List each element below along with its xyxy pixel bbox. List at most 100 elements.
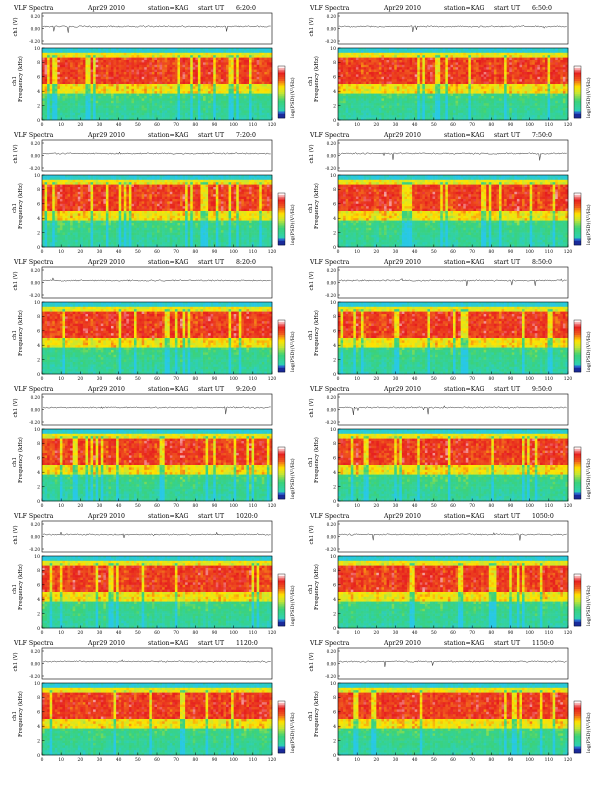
spectrogram-cell: [401, 91, 405, 94]
spectrogram-cell: [80, 55, 84, 58]
spectrogram-cell: [157, 64, 160, 68]
spectrogram-cell: [210, 98, 214, 102]
spectrogram-cell: [141, 64, 145, 68]
spectrogram-cell: [476, 88, 479, 92]
spectrogram-cell: [228, 64, 232, 68]
spectrogram-cell: [167, 100, 171, 104]
spectrogram-cell: [246, 105, 250, 109]
spectrogram-cell: [509, 62, 513, 66]
colorbar-swatch: [278, 85, 285, 88]
spectrogram-cell: [123, 84, 127, 87]
spectrogram-cell: [197, 91, 201, 94]
spectrogram-cell: [85, 57, 89, 61]
spectrogram-cell: [52, 117, 56, 121]
spectrogram-cell: [547, 100, 551, 104]
spectrogram-cell: [565, 79, 569, 82]
spectrogram-cell: [249, 64, 252, 68]
spectrogram-cell: [366, 96, 369, 99]
spectrogram-cell: [539, 55, 543, 58]
spectrogram-cell: [88, 98, 91, 102]
spectrogram-cell: [210, 48, 214, 51]
spectrogram-cell: [192, 98, 196, 102]
spectrogram-cell: [62, 108, 66, 111]
spectrogram-cell: [254, 108, 257, 111]
spectrogram-cell: [159, 84, 163, 87]
spectrogram-cell: [419, 60, 423, 63]
spectrogram-cell: [118, 100, 122, 104]
spectrogram-cell: [519, 62, 523, 66]
spectrogram-cell: [340, 50, 344, 54]
spectrogram-cell: [516, 88, 520, 92]
spectrogram-cell: [358, 50, 362, 54]
spectrogram-cell: [414, 86, 418, 90]
spectrogram-cell: [146, 86, 150, 90]
spectrogram-cell: [555, 62, 559, 66]
spectrogram-cell: [488, 86, 492, 90]
spectrogram-cell: [259, 48, 263, 51]
spectrogram-cell: [386, 96, 390, 99]
spectrogram-cell: [353, 64, 357, 68]
spectrogram-cell: [149, 67, 153, 70]
spectrogram-cell: [85, 79, 89, 82]
spectrogram-cell: [123, 64, 127, 68]
spectrogram-cell: [470, 103, 474, 106]
spectrogram-cell: [172, 112, 176, 116]
spectrogram-cell: [547, 76, 551, 80]
spectrogram-cell: [355, 103, 359, 106]
spectrogram-cell: [414, 84, 418, 87]
spectrogram-cell: [453, 55, 456, 58]
spectrogram-cell: [545, 67, 548, 70]
spectrogram-cell: [200, 50, 204, 54]
spectrogram-cell: [547, 48, 551, 51]
spectrogram-cell: [389, 55, 392, 58]
spectrogram-cell: [121, 105, 125, 109]
spectrogram-cell: [343, 52, 346, 56]
spectrogram-cell: [218, 115, 222, 118]
spectrogram-cell: [254, 64, 257, 68]
spectrogram-cell: [93, 105, 96, 109]
spectrogram-cell: [381, 60, 385, 63]
spectrogram-cell: [59, 108, 63, 111]
spectrogram-cell: [501, 67, 505, 70]
spectrogram-cell: [496, 86, 500, 90]
spectrogram-cell: [516, 91, 520, 94]
spectrogram-cell: [205, 84, 209, 87]
spectrogram-cell: [345, 57, 349, 61]
spectrogram-cell: [105, 79, 109, 82]
spectrogram-cell: [386, 100, 390, 104]
spectrogram-cell: [562, 79, 566, 82]
spectrogram-cell: [432, 93, 436, 97]
spectrogram-cell: [218, 112, 222, 116]
spectrogram-cell: [146, 50, 150, 54]
spectrogram-cell: [80, 88, 84, 92]
spectrogram-cell: [353, 74, 357, 78]
spectrogram-cell: [236, 88, 240, 92]
spectrogram-cell: [105, 57, 109, 61]
spectrogram-cell: [363, 69, 367, 73]
spectrogram-cell: [236, 96, 240, 99]
spectrogram-cell: [506, 81, 510, 85]
spectrogram-cell: [491, 93, 495, 97]
spectrogram-cell: [527, 57, 530, 61]
spectrogram-cell: [146, 100, 150, 104]
spectrogram-cell: [141, 91, 145, 94]
spectrogram-cell: [488, 69, 492, 73]
spectrogram-cell: [93, 96, 96, 99]
spectrogram-cell: [67, 55, 71, 58]
spectrogram-cell: [116, 76, 119, 80]
spectrogram-cell: [486, 69, 490, 73]
spectrogram-cell: [509, 100, 513, 104]
spectrogram-cell: [205, 52, 209, 56]
spectrogram-cell: [121, 50, 125, 54]
spectrogram-cell: [205, 98, 209, 102]
spectrogram-cell: [542, 67, 546, 70]
spectrogram-cell: [504, 60, 507, 63]
spectrogram-cell: [455, 64, 459, 68]
spectrogram-cell: [266, 55, 270, 58]
spectrogram-cell: [116, 69, 119, 73]
spectrogram-cell: [488, 67, 492, 70]
spectrogram-cell: [44, 110, 48, 114]
spectrogram-cell: [233, 115, 237, 118]
spectrogram-cell: [190, 100, 194, 104]
spectrogram-cell: [345, 88, 349, 92]
